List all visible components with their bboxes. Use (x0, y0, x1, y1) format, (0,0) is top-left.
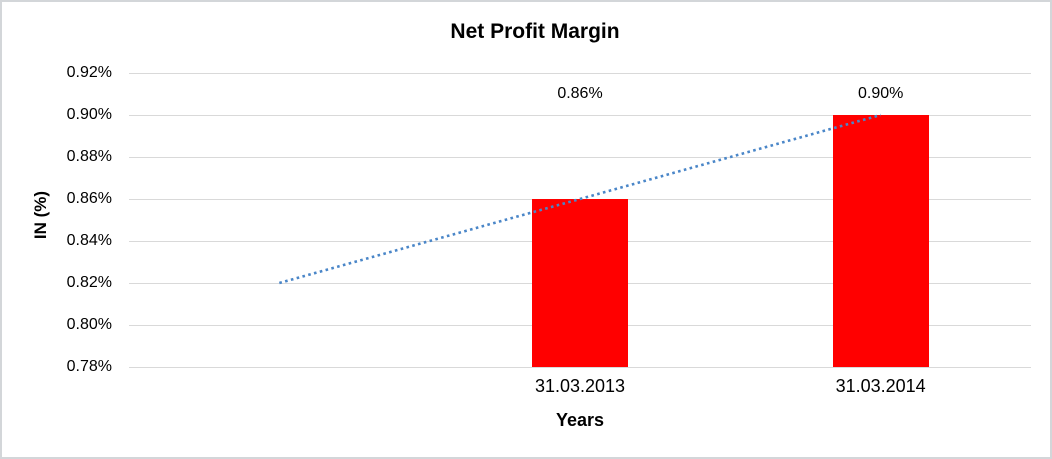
x-tick-label: 31.03.2014 (835, 376, 926, 396)
chart-title: Net Profit Margin (450, 20, 620, 43)
gridline (129, 366, 1031, 368)
trendline (278, 113, 882, 285)
gridline (129, 72, 1031, 74)
gridline (129, 114, 1031, 116)
y-tick-label: 0.88% (66, 148, 112, 165)
x-axis-title: Years (555, 410, 605, 430)
bar-data-label: 0.90% (857, 85, 904, 102)
y-tick-label: 0.86% (66, 190, 112, 207)
y-tick-label: 0.92% (66, 64, 112, 81)
gridline (129, 156, 1031, 158)
bar-31.03.2014 (832, 115, 929, 367)
bar-31.03.2013 (532, 199, 628, 367)
y-tick-label: 0.90% (66, 106, 112, 123)
y-tick-label: 0.84% (66, 232, 112, 249)
plot-area (129, 72, 1031, 368)
bar-data-label: 0.86% (557, 85, 603, 102)
y-tick-label: 0.82% (66, 274, 112, 291)
x-tick-label: 31.03.2013 (534, 376, 626, 396)
trendline-line (278, 113, 882, 285)
y-tick-label: 0.80% (66, 316, 112, 333)
y-tick-label: 0.78% (66, 358, 112, 375)
